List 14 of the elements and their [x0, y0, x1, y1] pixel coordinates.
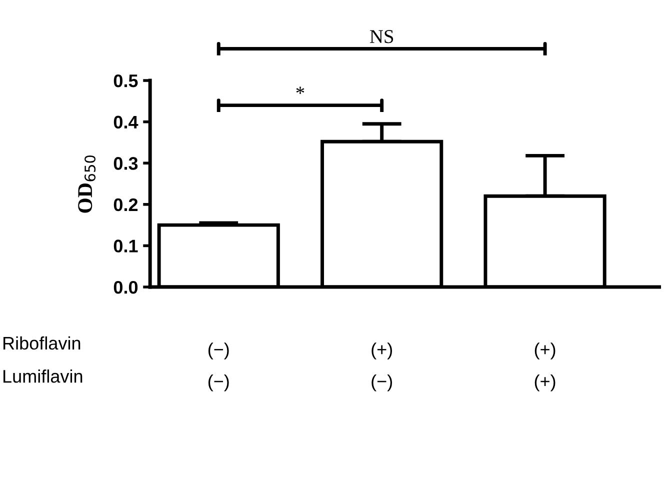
y-tick-label: 0.4: [114, 116, 138, 129]
x-tick-label: (+) (−): [372, 342, 392, 392]
y-tick-label: 0.2: [114, 198, 138, 212]
y-tick-label: 0.3: [114, 157, 138, 170]
text: Lumiflavin: [3, 369, 82, 383]
y-tick-label: 0.1: [114, 240, 138, 252]
y-axis-title: OD$_{650}$: [78, 155, 96, 213]
annotation: *: [296, 86, 304, 94]
text: Riboflavin: [3, 336, 80, 350]
x-tick-label: (+) (+): [534, 342, 556, 392]
y-tick-label: 0.5: [114, 74, 138, 88]
text: NS: [370, 30, 394, 44]
x-tick-label: (−) (−): [208, 342, 229, 392]
y-tick-label: 0.0: [114, 280, 138, 294]
